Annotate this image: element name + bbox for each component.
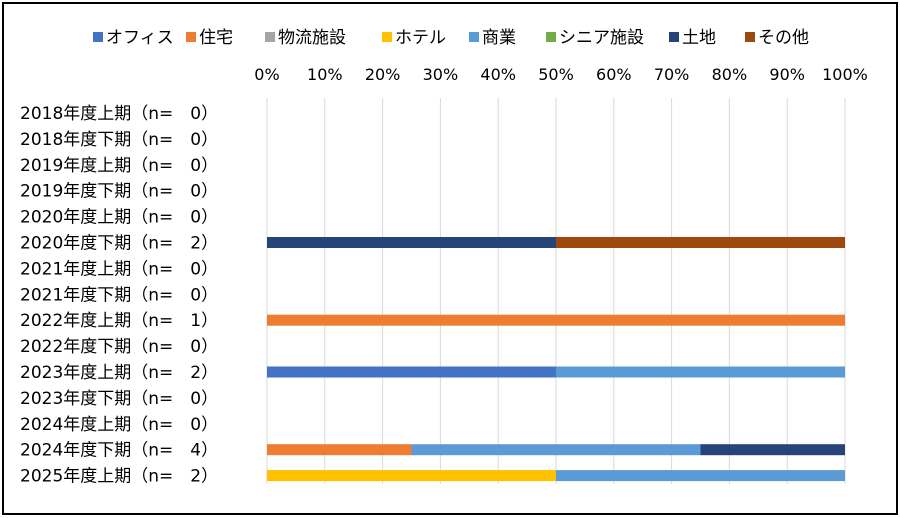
legend-item: 物流施設 [265, 28, 346, 48]
x-tick-label: 90% [769, 65, 805, 84]
bar-segment [556, 237, 845, 248]
legend-swatch [745, 32, 755, 42]
legend: オフィス 住宅 物流施設 ホテル 商業 シニア施設 土地 その他 [93, 28, 809, 48]
bar-segment [556, 470, 845, 482]
x-tick-label: 40% [480, 65, 516, 84]
legend-swatch [93, 32, 103, 42]
bar-segment [267, 366, 556, 378]
legend-item: ホテル [382, 28, 446, 48]
bar-segment [267, 237, 556, 248]
legend-label: ホテル [395, 28, 446, 48]
legend-item: オフィス [93, 28, 174, 48]
x-tick-label: 60% [596, 65, 632, 84]
category-label: 2021年度上期（n= 0） [20, 259, 218, 279]
legend-swatch [382, 32, 392, 42]
legend-swatch [669, 32, 679, 42]
category-label: 2023年度下期（n= 0） [20, 389, 218, 409]
category-label: 2019年度下期（n= 0） [20, 182, 218, 202]
bar-segment [411, 444, 701, 456]
x-tick-label: 20% [365, 65, 401, 84]
bar-segment [267, 444, 412, 456]
x-axis-tick-labels: 0% 10% 20% 30% 40% 50% 60% 70% 80% 90% 100% [254, 65, 868, 84]
x-tick-label: 10% [307, 65, 343, 84]
bar-segment [700, 444, 845, 456]
legend-swatch [546, 32, 556, 42]
gridlines [266, 98, 846, 484]
category-label: 2018年度下期（n= 0） [20, 130, 218, 150]
legend-swatch [265, 32, 275, 42]
legend-label: その他 [758, 28, 809, 48]
category-label: 2019年度上期（n= 0） [20, 156, 218, 176]
category-label: 2020年度下期（n= 2） [20, 234, 218, 254]
category-label: 2024年度上期（n= 0） [20, 415, 218, 435]
legend-swatch [469, 32, 479, 42]
category-label: 2024年度下期（n= 4） [20, 441, 218, 461]
x-tick-label: 30% [423, 65, 459, 84]
legend-label: シニア施設 [559, 28, 644, 48]
category-label: 2023年度上期（n= 2） [20, 363, 218, 383]
legend-label: 商業 [482, 28, 516, 48]
x-tick-label: 100% [822, 65, 868, 84]
bar-segment [267, 314, 845, 326]
category-labels: 2018年度上期（n= 0） 2018年度下期（n= 0） 2019年度上期（n= … [20, 104, 218, 487]
category-label: 2022年度上期（n= 1） [20, 311, 218, 331]
legend-item: 住宅 [186, 28, 233, 48]
x-tick-label: 0% [254, 65, 279, 84]
legend-item: その他 [745, 28, 809, 48]
bar-segment [556, 366, 845, 378]
legend-item: 商業 [469, 28, 516, 48]
legend-item: 土地 [669, 28, 716, 48]
x-tick-label: 50% [538, 65, 574, 84]
legend-label: 住宅 [199, 28, 233, 48]
legend-label: 土地 [682, 28, 716, 48]
bar-segment [267, 470, 556, 482]
x-tick-label: 70% [654, 65, 690, 84]
category-label: 2021年度下期（n= 0） [20, 285, 218, 305]
legend-label: オフィス [106, 28, 174, 48]
legend-swatch [186, 32, 196, 42]
x-tick-label: 80% [712, 65, 748, 84]
category-label: 2025年度上期（n= 2） [20, 467, 218, 487]
category-label: 2022年度下期（n= 0） [20, 337, 218, 357]
category-label: 2018年度上期（n= 0） [20, 104, 218, 124]
category-label: 2020年度上期（n= 0） [20, 208, 218, 228]
bars [267, 237, 845, 482]
legend-item: シニア施設 [546, 28, 644, 48]
legend-label: 物流施設 [278, 28, 346, 48]
